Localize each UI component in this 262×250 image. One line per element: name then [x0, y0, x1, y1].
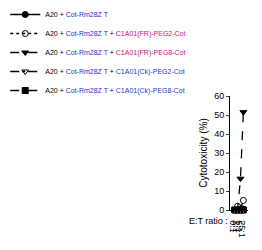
svg-text:A20 + Cot-Rm28Z T + C1A01(FR)-: A20 + Cot-Rm28Z T + C1A01(FR)-PEG8-Cot: [45, 49, 185, 57]
svg-text:30: 30: [214, 148, 224, 158]
svg-text:60: 60: [214, 91, 224, 101]
svg-text:1:1: 1:1: [231, 220, 241, 233]
svg-text:0:1: 0:1: [228, 220, 238, 233]
svg-text:Cytotoxicity (%): Cytotoxicity (%): [198, 118, 209, 187]
svg-text:A20 + Cot-Rm28Z T + C1A01(Ck)-: A20 + Cot-Rm28Z T + C1A01(Ck)-PEG2-Cot: [45, 68, 184, 76]
svg-text:0: 0: [219, 205, 224, 215]
svg-text:25:1: 25:1: [237, 220, 247, 238]
svg-text:10: 10: [214, 186, 224, 196]
svg-text:40: 40: [214, 129, 224, 139]
svg-text:E:T ratio :: E:T ratio :: [189, 216, 228, 226]
svg-text:50: 50: [214, 110, 224, 120]
svg-text:A20 + Cot-Rm28Z T + C1A01(Ck)-: A20 + Cot-Rm28Z T + C1A01(Ck)-PEG8-Cot: [45, 87, 184, 95]
svg-text:5:1: 5:1: [234, 220, 244, 233]
svg-text:A20 + Cot-Rm28Z T + C1A01(FR)-: A20 + Cot-Rm28Z T + C1A01(FR)-PEG2-Cot: [45, 30, 185, 38]
svg-text:20: 20: [214, 167, 224, 177]
svg-text:A20 + Cot-Rm28Z T: A20 + Cot-Rm28Z T: [45, 11, 108, 18]
